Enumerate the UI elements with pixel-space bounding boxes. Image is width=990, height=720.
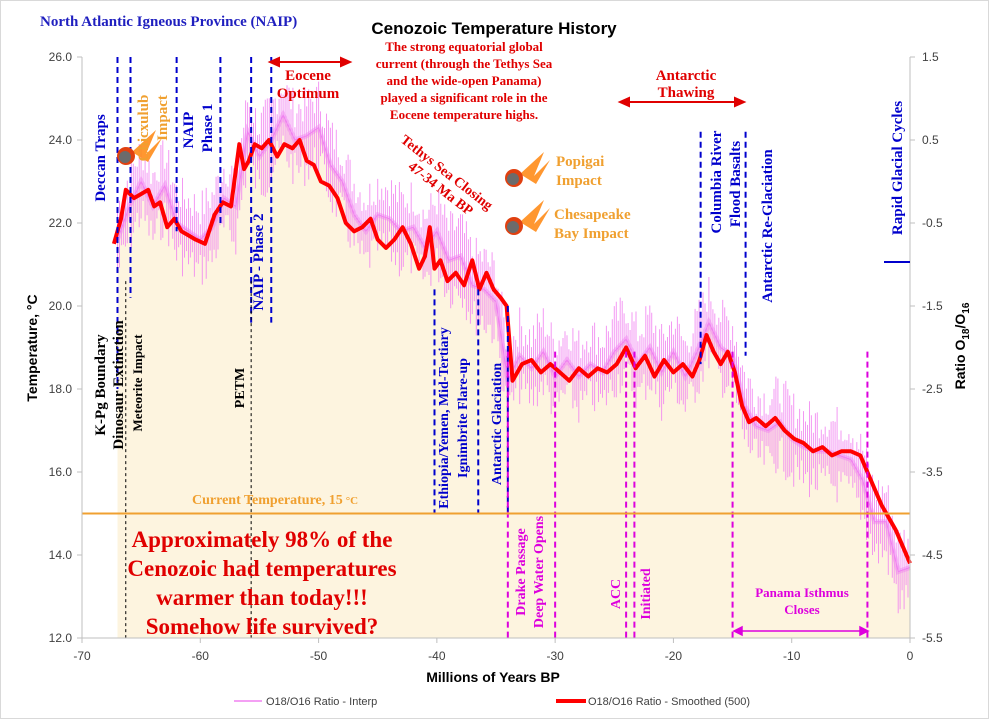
event-lines	[116, 57, 869, 638]
y-tick-label: 18.0	[49, 382, 73, 396]
naip1-label-a: NAIP	[181, 112, 197, 149]
y-tick-label: 22.0	[49, 216, 73, 230]
legend-interp-label: O18/O16 Ratio - Interp	[266, 696, 377, 708]
axes	[77, 56, 915, 643]
panama-arrow	[732, 625, 870, 637]
y2-tick-label: -4.5	[922, 548, 943, 562]
y-tick-label: 14.0	[49, 548, 73, 562]
ethiopia-label-2: Ignimbrite Flare-up	[456, 358, 471, 478]
x-tick-label: 0	[907, 649, 914, 663]
popigai-label-1: Popigai	[556, 154, 604, 170]
popigai-meteor-icon	[505, 152, 550, 187]
chesapeake-label-1: Chesapeake	[554, 207, 631, 223]
eocene-arrow	[267, 56, 353, 68]
chicxulub-label-2: Impact	[155, 95, 171, 141]
kpg-label-1: K-Pg Boundary	[93, 334, 109, 436]
ethiopia-label-1: Ethiopia/Yemen, Mid-Tertiary	[437, 327, 452, 508]
chicxulub-meteor-icon	[117, 130, 162, 165]
antarctic-thawing-label-2: Thawing	[658, 85, 715, 101]
y-axis-title: Temperature, °C	[24, 294, 40, 401]
legend-smoothed-label: O18/O16 Ratio - Smoothed (500)	[588, 696, 750, 708]
y-tick-label: 12.0	[49, 631, 73, 645]
columbia-label-1: Columbia River	[709, 130, 725, 233]
drake-label-2: Deep Water Opens	[532, 515, 547, 628]
y2-axis-title: Ratio O18/O16	[952, 302, 972, 389]
rapid-glacial-label: Rapid Glacial Cycles	[890, 101, 906, 235]
chesapeake-label-2: Bay Impact	[554, 226, 629, 242]
x-tick-label: -50	[310, 649, 328, 663]
popigai-label-2: Impact	[556, 173, 602, 189]
y2-tick-label: -3.5	[922, 465, 943, 479]
big-message-1: Approximately 98% of the	[132, 527, 393, 552]
legend: O18/O16 Ratio - Interp O18/O16 Ratio - S…	[234, 696, 750, 708]
naip2-label: NAIP - Phase 2	[251, 213, 267, 310]
antarctic-thawing-label-1: Antarctic	[656, 68, 717, 84]
current-note-5: Eocene temperature highs.	[390, 107, 538, 122]
eocene-label-2: Optimum	[277, 86, 340, 102]
y2-tick-label: 1.5	[922, 50, 939, 64]
chesapeake-meteor-icon	[505, 200, 550, 235]
smoothed-line	[111, 138, 912, 565]
y2-tick-label: -5.5	[922, 631, 943, 645]
x-tick-label: -60	[192, 649, 210, 663]
x-tick-label: -40	[428, 649, 446, 663]
current-note-1: The strong equatorial global	[385, 39, 543, 54]
big-message-2: Cenozoic had temperatures	[127, 556, 396, 581]
current-note-3: and the wide-open Panama)	[387, 73, 542, 88]
antarctic-glaciation-label: Antarctic Glaciation	[490, 363, 505, 485]
smoothed-series	[111, 138, 912, 565]
kpg-label-2: Dinosaur Extinction	[111, 320, 127, 450]
antarctic-thawing-arrow	[617, 96, 747, 108]
acc-label-2: Initiated	[639, 568, 654, 620]
chicxulub-label-1: Chicxulub	[136, 95, 152, 162]
meteorite-label: Meteorite Impact	[130, 334, 145, 432]
deccan-label: Deccan Traps	[93, 114, 109, 202]
big-message-4: Somehow life survived?	[146, 614, 379, 639]
columbia-label-2: Flood Basalts	[728, 141, 744, 227]
subtitle-naip: North Atlantic Igneous Province (NAIP)	[40, 14, 297, 30]
x-tick-label: -10	[783, 649, 801, 663]
y2-tick-label: -2.5	[922, 382, 943, 396]
panama-label-1: Panama Isthmus	[755, 585, 849, 600]
acc-label-1: ACC	[609, 579, 624, 609]
petm-label: PETM	[233, 368, 248, 408]
x-tick-label: -20	[665, 649, 683, 663]
current-temperature-label: Current Temperature, 15 °C	[192, 493, 358, 508]
panama-label-2: Closes	[784, 602, 819, 617]
y2-tick-label: -1.5	[922, 299, 943, 313]
naip1-label-b: Phase 1	[200, 104, 216, 153]
y-tick-label: 16.0	[49, 465, 73, 479]
chart-title: Cenozoic Temperature History	[371, 19, 617, 38]
x-tick-label: -70	[73, 649, 91, 663]
big-message-3: warmer than today!!!	[156, 585, 368, 610]
y-tick-label: 26.0	[49, 50, 73, 64]
re-glaciation-label: Antarctic Re-Glaciation	[760, 149, 776, 303]
y-tick-label: 24.0	[49, 133, 73, 147]
y2-tick-label: -0.5	[922, 216, 943, 230]
x-axis-title: Millions of Years BP	[426, 669, 560, 685]
eocene-label-1: Eocene	[285, 68, 331, 84]
x-tick-label: -30	[546, 649, 564, 663]
y2-tick-label: 0.5	[922, 133, 939, 147]
drake-label-1: Drake Passage	[514, 528, 529, 616]
current-note-4: played a significant role in the	[381, 90, 548, 105]
y-tick-label: 20.0	[49, 299, 73, 313]
tick-labels: -70 -60 -50 -40 -30 -20 -10 0 12.0 14.0 16.0 18.0 20…	[49, 50, 943, 663]
current-note-2: current (through the Tethys Sea	[376, 56, 553, 71]
